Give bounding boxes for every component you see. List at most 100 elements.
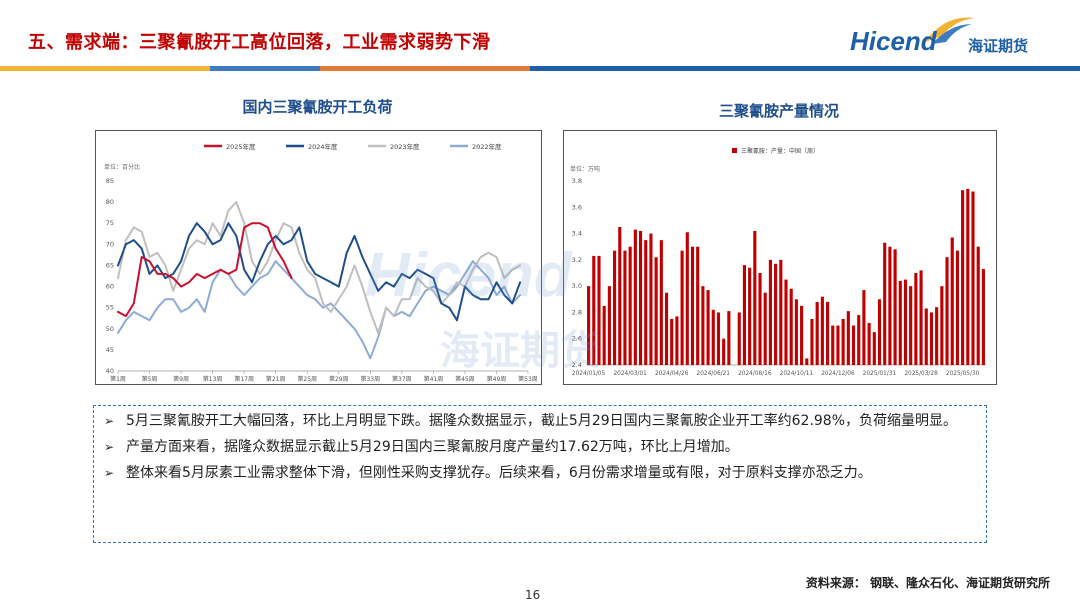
bar <box>628 246 632 365</box>
bar <box>981 269 985 365</box>
bar <box>774 263 778 365</box>
x-tick-label: 第45周 <box>455 375 475 383</box>
x-tick-label: 第17周 <box>234 375 254 383</box>
x-tick-label: 2024/12/06 <box>821 371 855 377</box>
bar <box>898 280 902 365</box>
x-tick-label: 第37周 <box>392 375 412 383</box>
bar <box>929 312 934 365</box>
bar <box>971 191 975 365</box>
bar <box>784 279 788 365</box>
bar <box>654 257 658 365</box>
x-tick-label: 第5周 <box>142 375 158 383</box>
bar <box>836 325 840 365</box>
bar <box>742 265 746 365</box>
bar <box>872 332 876 365</box>
bar <box>950 237 954 365</box>
bar <box>623 250 627 365</box>
bar <box>722 338 726 365</box>
legend-label: 2023年度 <box>390 142 420 151</box>
bar <box>810 319 814 365</box>
x-tick-label: 2024/06/21 <box>697 371 731 377</box>
bar <box>924 308 928 365</box>
bar <box>670 319 674 365</box>
data-source: 资料来源： 钢联、隆众石化、海证期货研究所 <box>805 576 1050 590</box>
note-item: ➢ 5月三聚氰胺开工大幅回落，环比上月明显下跌。据隆众数据显示，截止5月29日国… <box>104 410 976 432</box>
bar <box>727 311 731 365</box>
series-line <box>117 260 522 360</box>
bar <box>794 299 798 365</box>
note-text: 5月三聚氰胺开工大幅回落，环比上月明显下跌。据隆众数据显示，截止5月29日国内三… <box>126 413 958 429</box>
bar <box>831 325 835 365</box>
y-tick-label: 75 <box>106 219 114 227</box>
bar <box>716 312 721 365</box>
x-tick-label: 第41周 <box>424 375 444 383</box>
bar <box>597 255 601 365</box>
note-item: ➢ 整体来看5月尿素工业需求整体下滑，但刚性采购支撑犹存。后续来看，6月份需求增… <box>104 462 976 484</box>
x-tick-label: 2024/04/26 <box>655 371 689 377</box>
bar <box>976 246 980 365</box>
y-tick-label: 60 <box>106 283 114 291</box>
bar <box>680 250 684 365</box>
bar <box>789 288 793 365</box>
bar <box>592 255 596 365</box>
header-color-bar <box>0 66 1080 71</box>
y-tick-label: 2.4 <box>572 361 582 369</box>
bar <box>826 301 830 365</box>
series-line <box>117 222 293 318</box>
bar <box>805 358 809 365</box>
y-tick-label: 3.4 <box>572 230 582 238</box>
y-tick-label: 50 <box>106 325 114 333</box>
bar <box>706 290 710 365</box>
x-tick-label: 2024/08/16 <box>738 371 772 377</box>
x-tick-label: 2025/03/28 <box>904 371 938 377</box>
x-tick-label: 2024/01/05 <box>572 371 606 377</box>
bar <box>940 286 944 365</box>
bar-chart: 单位：万吨 三聚氰胺：产量：中国（周） 2.4 2.6 2.8 3.0 3.2 3.4 3.6 3… <box>570 147 986 377</box>
bar <box>613 250 617 365</box>
bar <box>685 232 689 365</box>
x-tick-label: 第49周 <box>487 375 507 383</box>
y-tick-label: 55 <box>106 304 114 312</box>
bar <box>638 230 643 365</box>
bar <box>862 290 866 365</box>
bar <box>675 316 679 365</box>
bar <box>763 292 767 365</box>
bar <box>914 273 918 365</box>
bar <box>644 240 648 365</box>
y-tick-label: 85 <box>106 177 114 185</box>
y-tick-label: 3.0 <box>572 282 582 290</box>
bar <box>857 315 861 365</box>
bar <box>711 309 715 365</box>
bar <box>909 286 913 365</box>
bar <box>779 259 783 365</box>
legend-label: 2025年度 <box>226 142 256 151</box>
bar <box>820 296 824 365</box>
bar <box>768 259 772 365</box>
y-unit-label: 单位：万吨 <box>570 165 600 173</box>
bar <box>851 325 856 365</box>
logo-text-en: Hicend <box>850 26 937 56</box>
line-chart-title: 国内三聚氰胺开工负荷 <box>242 98 393 116</box>
x-tick-label: 2024/03/01 <box>613 371 647 377</box>
y-tick-label: 65 <box>106 261 114 269</box>
slide-title: 五、需求端：三聚氰胺开工高位回落，工业需求弱势下滑 <box>28 32 491 53</box>
x-tick-label: 第53周 <box>518 375 538 383</box>
bar <box>800 305 804 365</box>
line-chart: 单位：百分比 2025年度 2024年度 2023年度 2022年度 40 45 50 55 60… <box>104 142 538 383</box>
legend-label: 2022年度 <box>472 142 502 151</box>
bar <box>903 279 908 365</box>
y-tick-label: 45 <box>106 346 114 354</box>
bar <box>877 299 882 365</box>
bar <box>846 311 850 365</box>
y-tick-label: 70 <box>106 240 114 248</box>
bar <box>815 301 819 365</box>
bar <box>919 270 923 365</box>
series-line <box>117 222 522 322</box>
bar <box>618 227 622 365</box>
y-tick-label: 3.2 <box>572 256 582 264</box>
y-tick-label: 40 <box>106 367 114 375</box>
x-tick-label: 2024/10/11 <box>780 371 814 377</box>
legend-label: 2024年度 <box>308 142 338 151</box>
bar <box>935 307 939 365</box>
bar <box>607 286 611 365</box>
